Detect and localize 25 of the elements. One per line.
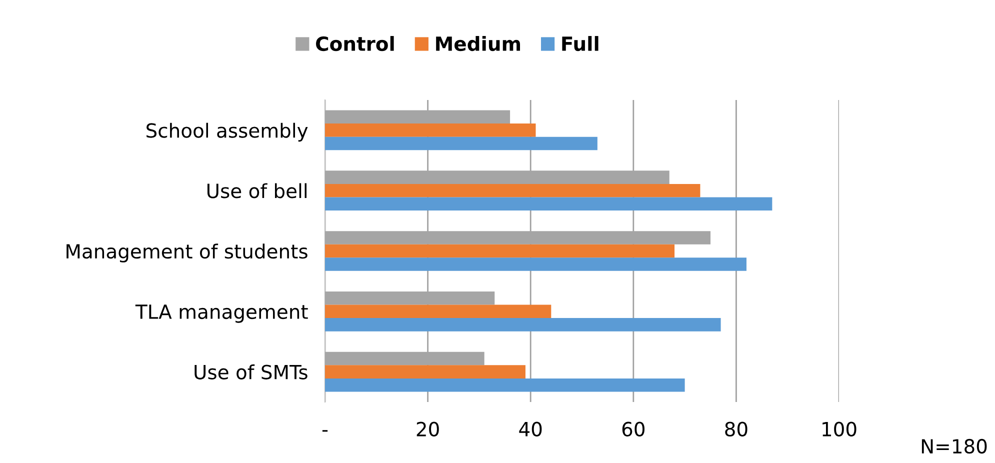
bar [325,197,772,211]
text: N=180 [922,438,987,454]
bar [325,304,552,318]
bar [325,258,746,271]
x-tick-label: - [322,430,328,432]
y-tick-label: TLA management [135,304,308,323]
y-tick-label: Use of SMTs [194,364,308,380]
x-tick-label: 80 [725,422,748,436]
legend-label: Full [562,36,598,52]
legend-label: Control [316,36,394,52]
bar [325,244,675,258]
x-tick-label: 100 [822,422,856,436]
y-tick-label: School assembly [146,122,308,142]
bar [325,124,536,137]
bar [325,365,526,378]
bar [325,136,598,150]
y-tick-label: Management of students [66,244,308,262]
y-tick-label: Use of bell [207,183,307,198]
bar [325,318,721,332]
bar [325,378,685,392]
x-tick-label: 40 [519,422,542,436]
legend-label: Medium [436,36,520,52]
bar [325,184,700,198]
x-tick-label: 20 [416,422,439,436]
x-tick-label: 60 [622,422,644,436]
